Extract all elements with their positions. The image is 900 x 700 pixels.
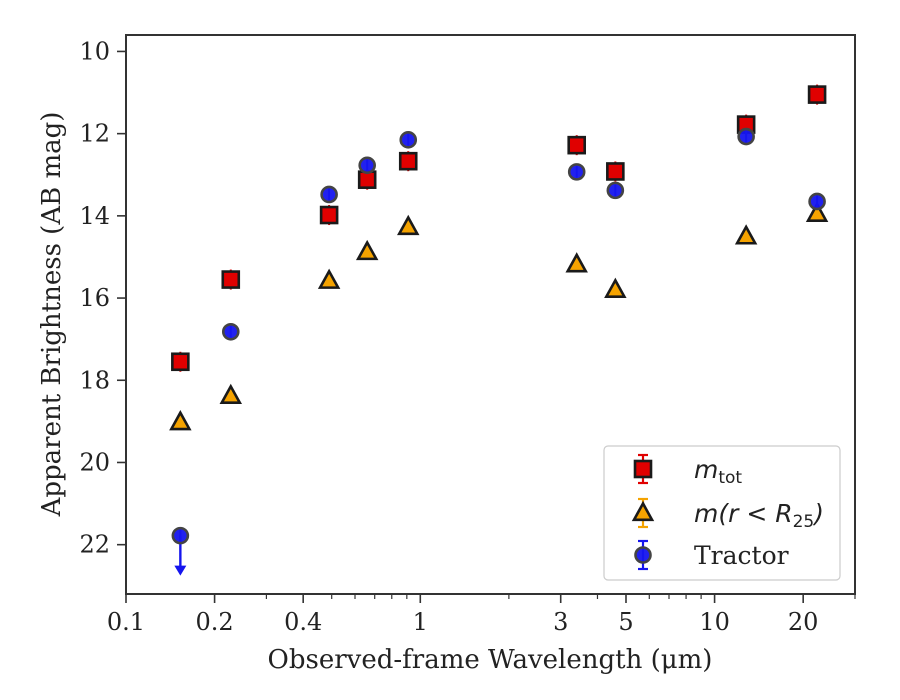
data-point bbox=[397, 214, 420, 236]
y-tick-label: 20 bbox=[79, 448, 110, 476]
legend-box bbox=[603, 445, 841, 581]
y-tick-label: 12 bbox=[79, 120, 110, 148]
plot-frame bbox=[125, 34, 856, 595]
x-tick-label: 1 bbox=[413, 608, 428, 636]
data-point bbox=[355, 239, 379, 261]
data-point bbox=[606, 181, 625, 200]
legend-marker bbox=[633, 459, 653, 479]
data-point bbox=[317, 268, 341, 289]
data-point bbox=[398, 151, 418, 171]
x-tick-label: 0.4 bbox=[284, 608, 322, 636]
data-point bbox=[219, 383, 243, 405]
legend: mtot m(r < R25) Tractor bbox=[603, 445, 841, 581]
legend-label: mtot bbox=[694, 455, 742, 488]
series-1 bbox=[169, 201, 829, 431]
data-point bbox=[171, 352, 190, 372]
x-tick-label: 0.1 bbox=[107, 608, 145, 636]
data-point bbox=[221, 270, 241, 289]
data-point bbox=[221, 322, 240, 341]
y-tick-label: 18 bbox=[79, 366, 110, 394]
data-point bbox=[358, 156, 376, 175]
data-point bbox=[567, 163, 586, 181]
y-tick-label: 14 bbox=[79, 202, 110, 230]
data-point bbox=[171, 526, 190, 545]
upper-limit-arrowhead bbox=[174, 565, 187, 576]
data-point bbox=[565, 252, 588, 273]
data-point bbox=[320, 185, 338, 204]
data-point bbox=[606, 162, 625, 181]
data-point bbox=[737, 127, 755, 146]
data-point bbox=[807, 85, 827, 104]
legend-label: Tractor bbox=[694, 541, 789, 570]
x-tick-label: 5 bbox=[618, 608, 633, 636]
data-point bbox=[319, 205, 339, 225]
x-axis: 0.1 0.2 0.4 1 3 5 10 20 bbox=[107, 594, 856, 636]
data-point bbox=[604, 277, 627, 298]
x-tick-label: 10 bbox=[699, 608, 730, 636]
legend-label: m(r < R25) bbox=[694, 499, 824, 532]
data-point bbox=[734, 224, 758, 245]
x-tick-label: 3 bbox=[553, 608, 568, 636]
data-point bbox=[808, 192, 826, 211]
data-marks bbox=[169, 84, 829, 576]
series-2 bbox=[171, 127, 826, 576]
legend-marker bbox=[634, 546, 652, 564]
data-point bbox=[169, 410, 192, 431]
data-point bbox=[567, 135, 587, 155]
y-tick-label: 16 bbox=[79, 284, 110, 312]
data-point bbox=[399, 131, 418, 149]
x-axis-title: Observed-frame Wavelength (μm) bbox=[268, 645, 713, 675]
x-tick-label: 0.2 bbox=[196, 608, 234, 636]
legend-marker bbox=[631, 500, 655, 522]
y-tick-label: 10 bbox=[79, 37, 110, 65]
x-tick-label: 20 bbox=[788, 608, 819, 636]
series-0 bbox=[171, 84, 827, 372]
y-tick-label: 22 bbox=[79, 531, 110, 559]
y-axis-title: Apparent Brightness (AB mag) bbox=[37, 112, 67, 518]
y-axis: 10 12 14 16 18 20 22 bbox=[79, 37, 126, 559]
data-point bbox=[805, 201, 829, 222]
